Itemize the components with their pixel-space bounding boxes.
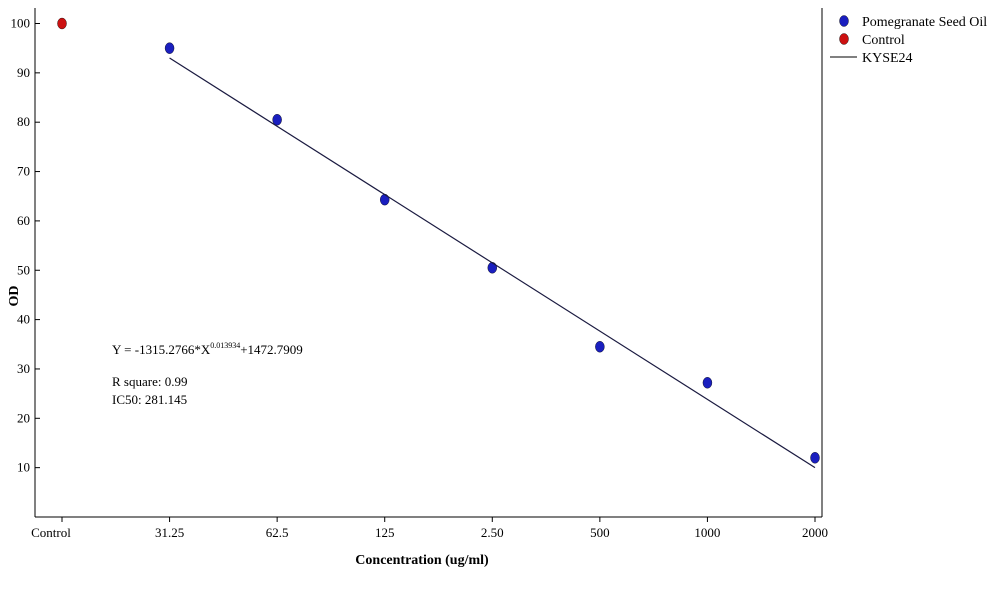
y-tick-label: 60 [17, 213, 30, 228]
x-tick-label: 500 [590, 525, 610, 540]
equation-exponent: 0.013934 [210, 341, 240, 350]
y-tick-label: 50 [17, 262, 30, 277]
y-tick-label: 70 [17, 164, 30, 179]
equation-suffix: +1472.7909 [240, 342, 303, 357]
y-tick-label: 90 [17, 65, 30, 80]
legend-label: Pomegranate Seed Oil [862, 15, 987, 30]
x-tick-label: 2000 [802, 525, 828, 540]
x-axis-title: Concentration (ug/ml) [355, 553, 489, 568]
data-point [57, 17, 67, 30]
equation-annotation: Y = -1315.2766*X0.013934+1472.7909 R squ… [112, 341, 303, 407]
y-axis-title: OD [7, 286, 22, 307]
legend-label: Control [862, 33, 905, 48]
y-tick-label: 100 [11, 16, 31, 31]
plot-area [34, 8, 823, 518]
y-tick-label: 30 [17, 361, 30, 376]
x-tick-label: 125 [375, 525, 395, 540]
y-tick-label: 80 [17, 114, 30, 129]
data-point [164, 42, 175, 54]
ic50-annotation: IC50: 281.145 [112, 392, 187, 407]
legend-marker-swatch [839, 15, 849, 27]
x-tick-label: 62.5 [266, 525, 289, 540]
data-point [595, 341, 605, 353]
series-layer [57, 17, 820, 469]
x-axis-ticks: Control 31.25 62.5 125 2.50 500 1000 2000 [31, 517, 828, 540]
y-axis-ticks: 10 20 30 40 50 60 70 80 90 100 [11, 16, 40, 475]
fit-line [169, 57, 816, 469]
y-tick-label: 10 [17, 460, 30, 475]
data-point [702, 377, 713, 389]
x-tick-label: Control [31, 525, 71, 540]
r-square-annotation: R square: 0.99 [112, 374, 187, 389]
equation-prefix: Y = -1315.2766*X [112, 342, 211, 357]
x-tick-label: 2.50 [481, 525, 504, 540]
data-point [810, 452, 820, 464]
y-tick-label: 40 [17, 312, 30, 327]
legend: Pomegranate Seed Oil Control KYSE24 [830, 15, 987, 66]
data-point [380, 193, 390, 206]
data-point [272, 114, 282, 126]
y-tick-label: 20 [17, 410, 30, 425]
legend-label: KYSE24 [862, 51, 913, 66]
legend-marker-swatch [839, 33, 849, 45]
svg-text:Y = -1315.2766*X0.013934+1472.: Y = -1315.2766*X0.013934+1472.7909 [112, 341, 303, 357]
x-tick-label: 1000 [694, 525, 720, 540]
x-tick-label: 31.25 [155, 525, 184, 540]
data-point [487, 262, 497, 274]
